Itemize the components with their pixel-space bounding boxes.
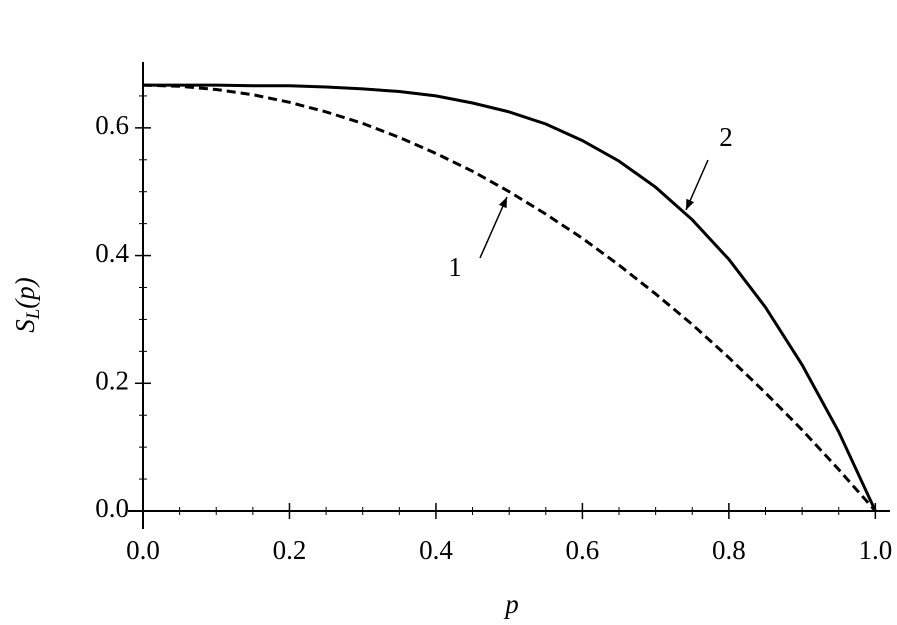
y-tick-label: 0.6 xyxy=(95,110,129,140)
annotation-arrow xyxy=(685,159,709,211)
y-tick-label: 0.2 xyxy=(95,365,129,395)
x-tick-label: 1.0 xyxy=(858,535,892,565)
y-axis-label: SL(p) xyxy=(10,277,44,333)
annotation-arrow xyxy=(479,196,508,259)
x-tick-label: 0.6 xyxy=(566,535,600,565)
series-label: 2 xyxy=(719,122,733,152)
x-tick-label: 0.0 xyxy=(126,535,160,565)
x-tick-label: 0.2 xyxy=(273,535,307,565)
y-tick-label: 0.4 xyxy=(95,238,129,268)
series-label: 1 xyxy=(448,252,462,282)
y-tick-label: 0.0 xyxy=(95,493,129,523)
series-line xyxy=(142,83,877,512)
y-label-base: S xyxy=(10,319,40,333)
series-line xyxy=(143,83,877,512)
y-label-sub: L xyxy=(23,309,44,321)
x-axis-label: p xyxy=(503,589,519,619)
x-tick-label: 0.8 xyxy=(712,535,746,565)
x-tick-label: 0.4 xyxy=(419,535,453,565)
y-label-rest: (p) xyxy=(10,277,40,308)
